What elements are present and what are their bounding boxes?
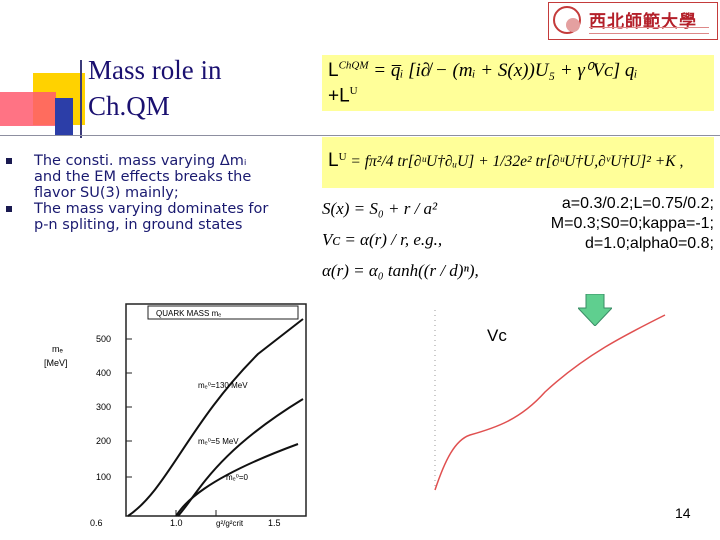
x-tick-label: 1.5 [268, 518, 281, 528]
quark-mass-svg: QUARK MASS mₑ 500 400 300 200 100 mₑ [Me… [44, 303, 307, 528]
s-definition: S(x) = S₀ + r / a² [322, 199, 438, 218]
param-line: d=1.0;alpha0=0.8; [584, 235, 714, 252]
curve-label: mₑ⁰=5 MeV [198, 437, 239, 446]
y-tick-label: 500 [96, 334, 111, 344]
bullet-item: The mass varying dominates for p-n split… [6, 201, 274, 233]
curve-label: mₑ⁰=130 MeV [198, 381, 248, 390]
lagrangian-sup: ChQM [338, 59, 369, 72]
bullet-marker-icon [6, 206, 12, 212]
plot-frame [125, 303, 307, 517]
lu-box: LU = fπ²/4 tr[∂ᵘU†∂ᵤU] + 1/32e² tr[∂ᵘU†U… [322, 137, 714, 188]
lagrangian-tail: +LU [328, 85, 358, 107]
curve-5 [177, 398, 304, 517]
quark-mass-plot: QUARK MASS mₑ 500 400 300 200 100 mₑ [Me… [28, 294, 320, 532]
bullet-item: The consti. mass varying Δmᵢ and the EM … [6, 153, 274, 201]
decor-line-vertical [80, 60, 82, 138]
logo-underline [589, 27, 709, 34]
plot-title: QUARK MASS mₑ [156, 309, 221, 318]
lu-sup: U [338, 150, 347, 163]
vc-definition: Vᴄ = α(r) / r, e.g., [322, 230, 443, 249]
bullet-text: The consti. mass varying Δmᵢ and the EM … [34, 153, 252, 201]
alpha-definition: α(r) = α₀ tanh((r / d)ⁿ), [322, 261, 479, 280]
y-axis-unit: [MeV] [44, 358, 68, 368]
vc-plot [425, 310, 670, 498]
curve-130 [127, 318, 304, 517]
title-line-1: Mass role in [88, 55, 222, 85]
lu-symbol: L [328, 150, 339, 171]
title-line-2: Ch.QM [88, 91, 170, 121]
vc-label: Vc [487, 326, 507, 345]
seal-icon [553, 6, 581, 34]
lu-rhs: = fπ²/4 tr[∂ᵘU†∂ᵤU] + 1/32e² tr[∂ᵘU†U,∂ᵛ… [350, 153, 684, 170]
definitions: S(x) = S₀ + r / a² Vᴄ = α(r) / r, e.g., … [322, 193, 479, 286]
vc-svg [434, 310, 666, 491]
y-tick-label: 100 [96, 472, 111, 482]
arrow-down-icon [576, 293, 614, 327]
lu-equation: LU = fπ²/4 tr[∂ᵘU†∂ᵤU] + 1/32e² tr[∂ᵘU†U… [328, 150, 683, 172]
param-line: M=0.3;S0=0;kappa=-1; [550, 215, 714, 232]
lagrangian-equation: LChQM = q̅ᵢ [i∂̸ − (mᵢ + S(x))U₅ + γ⁰Vᴄ]… [328, 59, 637, 82]
title-divider [0, 135, 720, 136]
curve-0 [175, 443, 299, 517]
decor-square-blue [55, 98, 73, 136]
bullet-marker-icon [6, 158, 12, 164]
y-tick-label: 200 [96, 436, 111, 446]
lagrangian-symbol: L [328, 60, 339, 81]
vc-curve [434, 314, 666, 491]
y-tick-label: 300 [96, 402, 111, 412]
x-tick-label: 0.6 [90, 518, 103, 528]
curve-label: mₑ⁰=0 [226, 473, 249, 482]
param-line: a=0.3/0.2;L=0.75/0.2; [561, 195, 714, 212]
decor-square-red [0, 92, 56, 126]
y-axis-label: mₑ [52, 344, 63, 354]
lagrangian-rhs: = q̅ᵢ [i∂̸ − (mᵢ + S(x))U₅ + γ⁰Vᴄ] qᵢ [373, 60, 638, 81]
lagrangian-tail-text: +L [328, 85, 350, 107]
x-tick-label: 1.0 [170, 518, 183, 528]
y-tick-label: 400 [96, 368, 111, 378]
university-logo: 西北師範大學 [548, 2, 718, 40]
bullet-list: The consti. mass varying Δmᵢ and the EM … [6, 153, 274, 233]
lagrangian-tail-sup: U [349, 85, 358, 97]
page-number: 14 [675, 505, 691, 521]
parameter-list: a=0.3/0.2;L=0.75/0.2; M=0.3;S0=0;kappa=-… [490, 194, 714, 254]
slide-title: Mass role in Ch.QM [88, 52, 221, 124]
plot-title-box [147, 305, 299, 320]
lagrangian-box: LChQM = q̅ᵢ [i∂̸ − (mᵢ + S(x))U₅ + γ⁰Vᴄ]… [322, 55, 714, 111]
bullet-text: The mass varying dominates for p-n split… [34, 201, 269, 233]
x-axis-label: g²/g²crit [216, 519, 244, 528]
